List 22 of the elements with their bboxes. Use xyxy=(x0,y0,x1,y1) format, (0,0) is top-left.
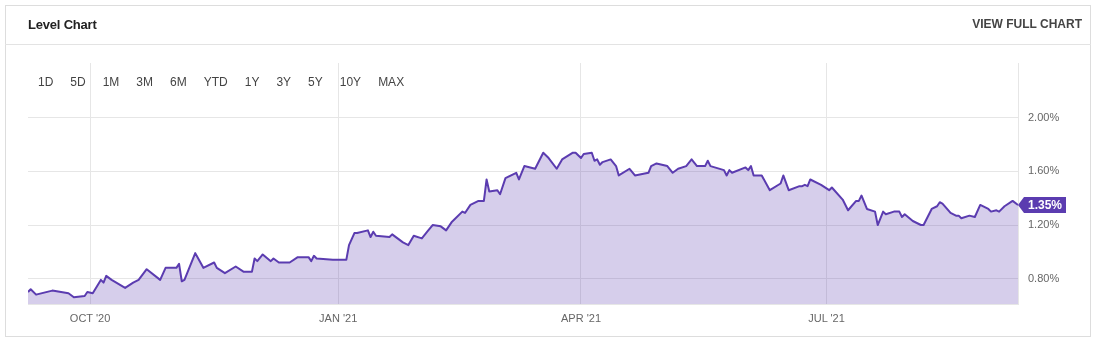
chart-title: Level Chart xyxy=(28,17,97,32)
annotation: 3M xyxy=(136,75,154,89)
annotation: 1Y xyxy=(244,75,260,89)
x-tick-label: JAN '21 xyxy=(319,311,358,324)
annotation: 3Y xyxy=(276,75,292,89)
y-tick-label: 1.20% xyxy=(1028,218,1060,231)
y-tick-label: 2.00% xyxy=(1028,110,1060,123)
annotation: YTD xyxy=(203,75,228,89)
annotation: 1.35% xyxy=(1028,198,1063,213)
annotation: 5D xyxy=(70,75,86,89)
x-tick-label: APR '21 xyxy=(560,311,602,324)
annotation: MAX xyxy=(378,75,405,89)
y-tick-label: 1.60% xyxy=(1028,164,1060,177)
x-tick-label: JUL '21 xyxy=(808,311,845,324)
annotation: 6M xyxy=(170,75,187,89)
x-tick-label: OCT '20 xyxy=(69,311,111,324)
annotation: 5Y xyxy=(308,75,323,89)
annotation: 1D xyxy=(38,75,54,89)
annotation: 10Y xyxy=(339,75,362,89)
text: VIEW FULL CHART xyxy=(972,17,1082,31)
y-tick-label: 0.80% xyxy=(1028,271,1060,284)
annotation: 1M xyxy=(102,75,120,89)
